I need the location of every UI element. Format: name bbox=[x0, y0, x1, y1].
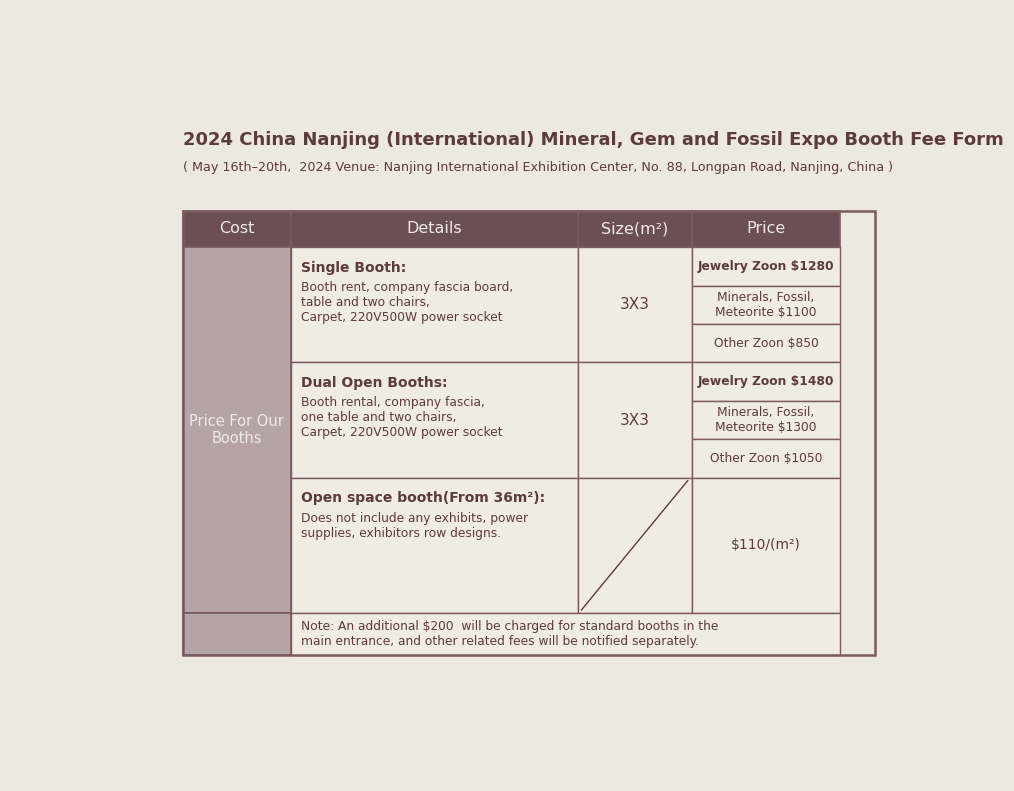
Bar bbox=[578, 247, 692, 362]
Text: Booth rental, company fascia,
one table and two chairs,
Carpet, 220V500W power s: Booth rental, company fascia, one table … bbox=[301, 396, 502, 440]
Bar bbox=[692, 324, 841, 362]
Bar bbox=[578, 210, 692, 247]
Text: Single Booth:: Single Booth: bbox=[301, 260, 406, 274]
Text: Cost: Cost bbox=[219, 221, 255, 237]
Text: Size(m²): Size(m²) bbox=[601, 221, 668, 237]
Text: 3X3: 3X3 bbox=[620, 412, 650, 427]
Text: $110/(m²): $110/(m²) bbox=[731, 539, 801, 552]
Bar bbox=[184, 613, 291, 655]
Text: Details: Details bbox=[407, 221, 461, 237]
Text: Dual Open Booths:: Dual Open Booths: bbox=[301, 376, 447, 390]
Text: Minerals, Fossil,
Meteorite $1300: Minerals, Fossil, Meteorite $1300 bbox=[715, 406, 816, 434]
Bar bbox=[578, 362, 692, 478]
Bar bbox=[692, 286, 841, 324]
Text: 2024 China Nanjing (International) Mineral, Gem and Fossil Expo Booth Fee Form: 2024 China Nanjing (International) Miner… bbox=[184, 131, 1004, 149]
Bar bbox=[578, 478, 692, 613]
Text: Price: Price bbox=[746, 221, 786, 237]
Text: Does not include any exhibits, power
supplies, exhibitors row designs.: Does not include any exhibits, power sup… bbox=[301, 512, 528, 539]
Bar bbox=[291, 362, 578, 478]
Bar bbox=[184, 210, 875, 655]
Text: Jewelry Zoon $1480: Jewelry Zoon $1480 bbox=[698, 375, 835, 388]
Bar bbox=[184, 247, 291, 613]
Text: Jewelry Zoon $1280: Jewelry Zoon $1280 bbox=[698, 259, 835, 273]
Bar bbox=[692, 210, 841, 247]
Text: 3X3: 3X3 bbox=[620, 297, 650, 312]
Text: Other Zoon $850: Other Zoon $850 bbox=[714, 337, 818, 350]
Text: Other Zoon $1050: Other Zoon $1050 bbox=[710, 452, 822, 465]
Bar bbox=[692, 401, 841, 439]
Bar bbox=[184, 210, 291, 247]
Bar bbox=[291, 247, 578, 362]
Text: Price For Our
Booths: Price For Our Booths bbox=[190, 414, 284, 446]
Bar bbox=[692, 478, 841, 613]
Bar bbox=[291, 478, 578, 613]
Text: Booth rent, company fascia board,
table and two chairs,
Carpet, 220V500W power s: Booth rent, company fascia board, table … bbox=[301, 282, 513, 324]
Text: Minerals, Fossil,
Meteorite $1100: Minerals, Fossil, Meteorite $1100 bbox=[715, 291, 816, 319]
Bar bbox=[692, 247, 841, 286]
Bar bbox=[692, 439, 841, 478]
Bar bbox=[291, 613, 841, 655]
Bar bbox=[692, 362, 841, 401]
Bar bbox=[291, 210, 578, 247]
Text: Open space booth(From 36m²):: Open space booth(From 36m²): bbox=[301, 491, 545, 505]
Text: Note: An additional $200  will be charged for standard booths in the
main entran: Note: An additional $200 will be charged… bbox=[301, 620, 718, 648]
Text: ( May 16th–20th,  2024 Venue: Nanjing International Exhibition Center, No. 88, L: ( May 16th–20th, 2024 Venue: Nanjing Int… bbox=[184, 161, 893, 174]
